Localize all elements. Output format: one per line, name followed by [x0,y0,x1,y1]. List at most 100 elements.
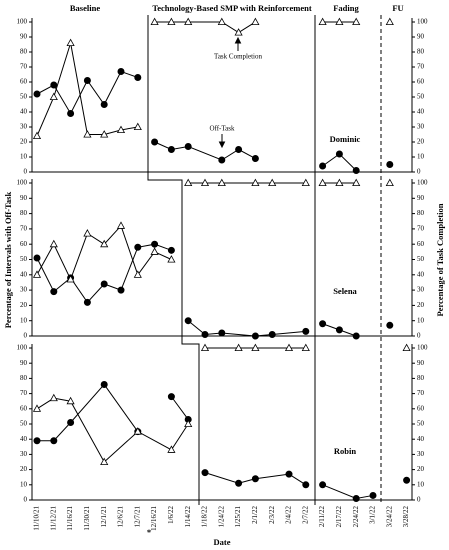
x-tick-label: 1/18/22 [201,506,209,528]
off-task-point [369,491,377,499]
y2-tick-label: 90 [417,33,425,41]
y-tick-label: 0 [24,168,28,176]
off-task-point [117,68,125,75]
off-task-point [67,418,75,426]
y-tick-label: 90 [20,359,28,367]
y2-tick-label: 0 [417,496,421,504]
y2-tick-label: 60 [417,78,425,86]
task-completion-point [284,343,294,351]
x-tick-label: 2/3/22 [268,506,276,524]
x-tick-label: 11/16/21 [66,506,74,531]
y2-tick-label: 80 [417,209,425,217]
y-tick-label: 20 [20,138,28,146]
off-task-point [335,326,343,334]
x-tick-label: 3/28/22 [402,506,410,528]
y2-tick-label: 100 [417,344,428,352]
task-completion-point [66,274,75,283]
off-task-point [167,146,175,153]
off-task-point [100,380,108,388]
off-task-point [251,475,259,483]
y-tick-label: 80 [20,48,28,56]
y-tick-label: 50 [20,93,28,101]
annotation-arrowhead [218,141,226,149]
off-task-point [184,317,192,325]
y2-tick-label: 70 [417,389,425,397]
off-task-point [33,437,41,445]
off-task-point [33,90,41,98]
y-tick-label: 70 [20,225,28,233]
annotation: Off-Task [209,125,235,133]
date-note: * [147,527,151,537]
off-task-point [201,469,209,477]
series-line [187,320,306,337]
task-completion-point [251,17,260,25]
x-tick-label: 3/1/22 [369,506,377,524]
y2-tick-label: 60 [417,240,425,248]
x-tick-label: 1/14/22 [184,506,192,528]
off-task-point [319,162,327,170]
x-tick-label: 1/6/22 [167,506,175,524]
series-line [37,383,189,442]
y-tick-label: 100 [17,18,28,26]
y-tick-label: 40 [20,435,28,443]
y-tick-label: 40 [20,270,28,278]
off-task-point [268,330,276,338]
task-completion-point [32,270,42,278]
y2-tick-label: 50 [417,93,425,101]
task-completion-point [234,28,243,36]
off-task-point [319,320,327,328]
off-task-point [386,321,394,329]
y-tick-label: 60 [20,404,28,412]
off-task-point [67,110,75,117]
x-tick-label: 2/11/22 [318,506,326,528]
task-completion-point [83,229,92,237]
x-tick-label: 11/12/21 [49,506,57,531]
y-tick-label: 0 [24,496,28,504]
y-tick-label: 30 [20,123,28,131]
x-tick-label: 1/25/21 [234,506,242,528]
annotation: Task Completion [214,53,262,61]
task-completion-point [133,427,142,435]
off-task-point [151,138,159,146]
task-completion-point [49,393,58,402]
task-completion-point [100,130,109,138]
y2-tick-label: 0 [417,332,421,340]
off-task-point [352,332,360,340]
series-line [36,243,172,304]
y2-tick-label: 30 [417,286,425,294]
y-tick-label: 20 [20,301,28,309]
task-completion-point [83,130,92,138]
x-axis-title: Date [214,537,231,547]
participant-name: Robin [334,446,356,456]
y-tick-label: 90 [20,33,28,41]
task-completion-point [184,17,193,25]
series-line [36,397,189,463]
x-tick-label: 11/30/21 [83,506,91,531]
task-completion-point [167,17,176,25]
y-axis-title: Percentage of Intervals with Off-Task [3,192,13,329]
y2-tick-label: 30 [417,123,425,131]
off-task-point [403,476,411,484]
y2-tick-label: 20 [417,465,425,473]
task-completion-point [66,396,75,405]
task-completion-point [234,343,243,351]
y2-tick-label: 100 [417,179,428,187]
task-completion-point [251,343,260,351]
off-task-point [167,246,175,254]
off-task-point [386,161,394,168]
task-completion-point [49,239,58,248]
phase-label: Technology-Based SMP with Reinforcement [152,3,312,13]
x-tick-label: 12/7/21 [133,506,141,528]
y2-tick-label: 40 [417,435,425,443]
y-tick-label: 60 [20,240,28,248]
y-tick-label: 10 [20,316,28,324]
off-task-point [117,286,125,294]
off-task-point [83,298,91,306]
y-tick-label: 10 [20,153,28,161]
y2-tick-label: 60 [417,404,425,412]
y-tick-label: 70 [20,389,28,397]
x-tick-label: 11/10/21 [33,506,41,531]
off-task-point [218,156,226,164]
off-task-point [251,332,259,340]
